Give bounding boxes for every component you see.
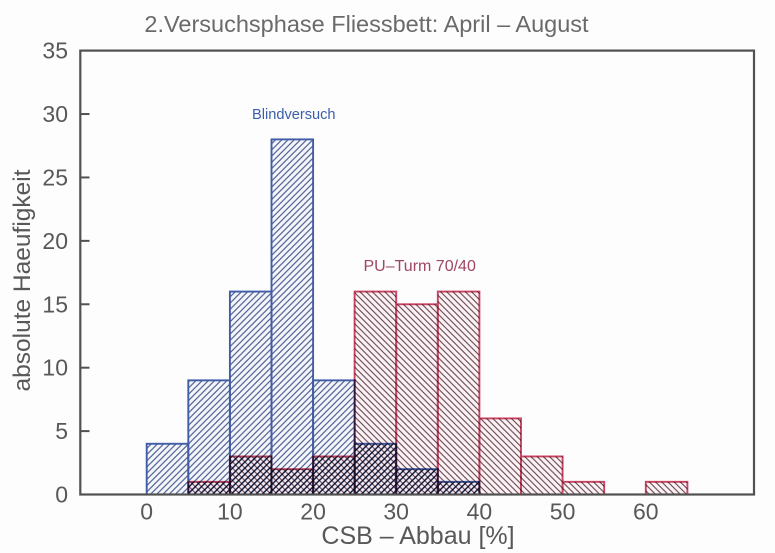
svg-text:30: 30 (383, 499, 409, 525)
svg-text:35: 35 (42, 38, 68, 64)
svg-text:Blindversuch: Blindversuch (252, 107, 336, 123)
svg-text:0: 0 (55, 482, 68, 508)
svg-text:15: 15 (42, 291, 68, 317)
svg-text:PU–Turm 70/40: PU–Turm 70/40 (364, 258, 476, 275)
svg-text:0: 0 (140, 499, 153, 525)
svg-text:5: 5 (55, 418, 68, 444)
svg-text:10: 10 (217, 499, 243, 525)
svg-text:20: 20 (300, 499, 326, 525)
svg-text:50: 50 (550, 499, 576, 525)
svg-text:30: 30 (42, 101, 68, 127)
svg-text:60: 60 (633, 499, 659, 525)
svg-text:25: 25 (42, 164, 68, 190)
svg-text:2.Versuchsphase Fliessbett:: 2.Versuchsphase Fliessbett: April – Augu… (144, 11, 589, 37)
svg-text:CSB – Abbau [%]: CSB – Abbau [%] (321, 522, 514, 550)
svg-text:20: 20 (42, 228, 68, 254)
svg-text:10: 10 (42, 355, 68, 381)
svg-text:40: 40 (467, 499, 493, 525)
svg-text:absolute Haeufigkeit: absolute Haeufigkeit (9, 169, 36, 391)
